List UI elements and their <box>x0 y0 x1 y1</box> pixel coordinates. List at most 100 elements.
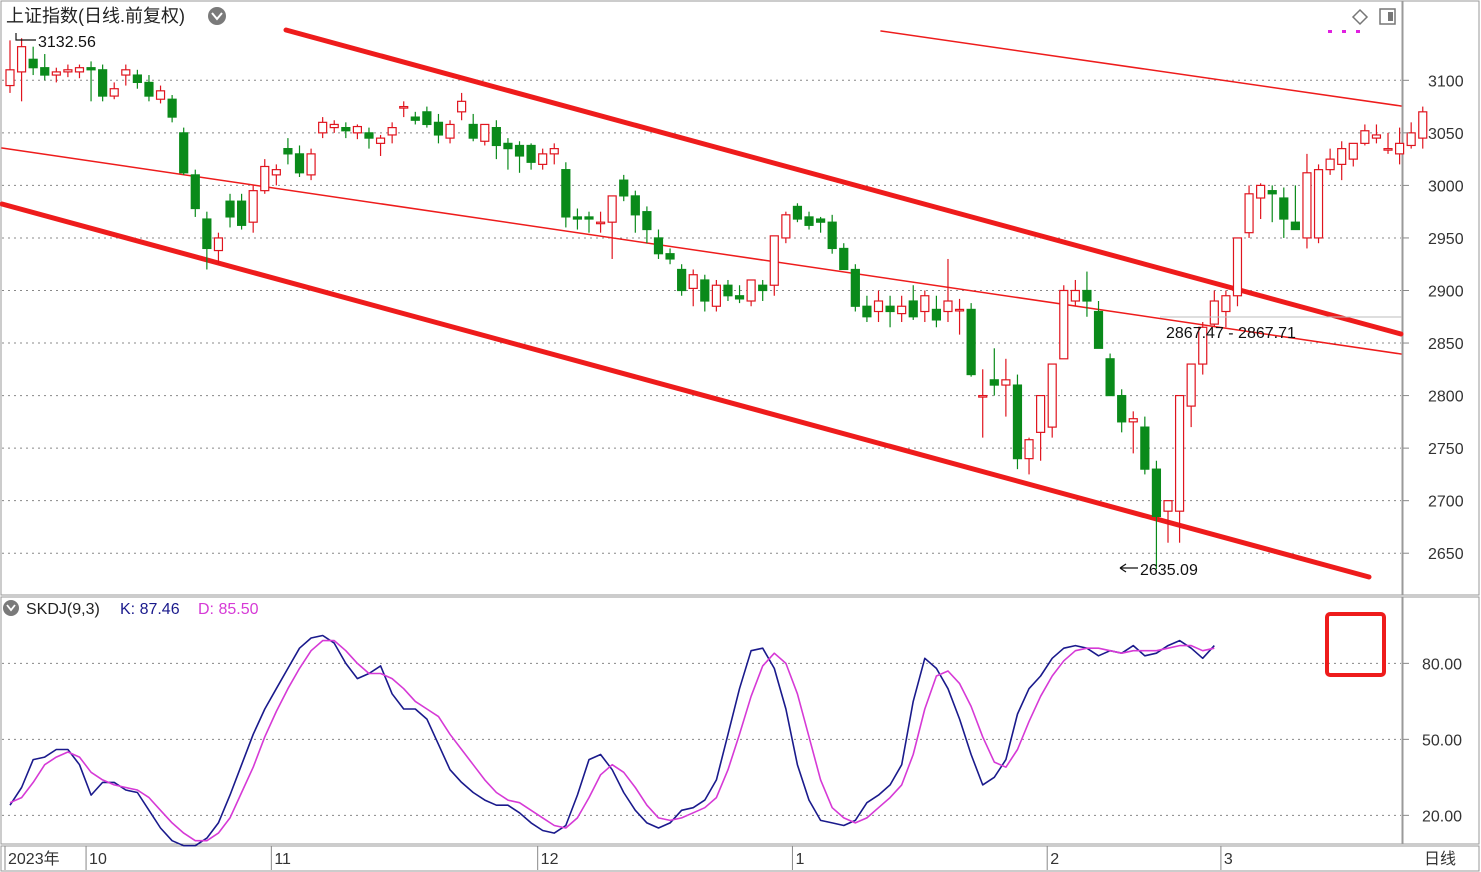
candle-body <box>1059 289 1069 360</box>
candle <box>1082 271 1092 317</box>
candle <box>40 54 50 81</box>
candle-body <box>190 174 200 210</box>
candle <box>63 64 73 78</box>
candle <box>804 211 814 230</box>
candle-body <box>1394 142 1405 155</box>
trend-line[interactable] <box>283 27 1404 337</box>
indicator-gridlines <box>2 662 1401 816</box>
candle-body <box>28 58 38 69</box>
date-axis-ticks: 2023年 10 11 12 1 2 3 <box>4 846 1233 870</box>
candle-body <box>1163 500 1173 512</box>
candle-body <box>375 137 386 144</box>
candle <box>213 232 224 265</box>
candle <box>1105 353 1115 397</box>
indicator-dropdown-icon[interactable] <box>3 600 19 616</box>
candle-body <box>595 221 606 225</box>
candle <box>873 290 884 323</box>
candle <box>179 127 189 175</box>
candle <box>364 127 374 149</box>
candle <box>1256 183 1266 220</box>
candle-body <box>850 268 860 307</box>
candle-body <box>1140 426 1150 470</box>
candle-body <box>237 200 247 226</box>
candle-body <box>1128 418 1138 423</box>
candle <box>1163 500 1173 543</box>
candle <box>839 243 849 271</box>
candle <box>711 279 721 312</box>
diamond-icon[interactable] <box>1351 8 1369 26</box>
title-dropdown-icon[interactable] <box>208 7 226 25</box>
candle-body <box>989 379 999 386</box>
candle <box>503 138 513 170</box>
candle <box>318 117 328 139</box>
candle-body <box>538 153 548 165</box>
candle <box>352 124 362 140</box>
candle-body <box>1290 221 1300 231</box>
candle <box>630 190 640 233</box>
candle <box>908 285 918 320</box>
price-axis-frame <box>1402 0 1480 596</box>
trend-lines[interactable] <box>0 27 1404 580</box>
candle <box>931 295 942 328</box>
dots-icon <box>1328 30 1360 33</box>
candle <box>329 120 339 133</box>
candle-body <box>1244 193 1254 234</box>
date-tick-label: 10 <box>89 851 107 868</box>
candle <box>109 82 119 100</box>
candle <box>457 92 467 121</box>
candle <box>1267 185 1277 223</box>
panel-toggle-icon[interactable] <box>1379 8 1396 25</box>
candle <box>734 285 745 304</box>
candle-body <box>665 253 675 260</box>
candle-body <box>1279 197 1289 220</box>
candle <box>677 264 687 296</box>
candle <box>954 298 965 335</box>
candle-body <box>144 81 154 97</box>
indicator-tick-label: 80.00 <box>1422 656 1462 673</box>
skdj-lines <box>9 634 1215 847</box>
candle <box>1360 124 1370 146</box>
candle-body <box>815 218 826 223</box>
candle-body <box>839 247 849 271</box>
candle <box>1221 290 1231 328</box>
candle <box>549 143 559 165</box>
candle <box>410 111 420 125</box>
price-tick-label: 3050 <box>1428 126 1464 143</box>
candle-body <box>630 195 640 216</box>
trend-line[interactable] <box>1 147 1402 355</box>
candle-body <box>155 90 166 100</box>
candle-body <box>167 98 177 118</box>
date-tick-label: 3 <box>1224 851 1233 868</box>
candle-body <box>1105 358 1115 397</box>
candle <box>642 206 652 244</box>
candle-body <box>132 74 142 84</box>
candle-body <box>769 235 779 286</box>
trend-line[interactable] <box>880 30 1402 107</box>
candle <box>294 145 305 177</box>
candle <box>897 295 907 323</box>
candle-body <box>1302 172 1312 239</box>
candle <box>1279 187 1289 238</box>
candle-body <box>792 205 803 220</box>
candle <box>98 64 108 102</box>
candle <box>653 229 664 259</box>
candle <box>248 185 258 233</box>
candle-body <box>1117 394 1127 423</box>
candle <box>781 211 791 244</box>
candle-body <box>908 300 918 318</box>
trend-line[interactable] <box>0 201 1372 580</box>
price-tick-label: 2900 <box>1428 283 1464 300</box>
candlestick-series <box>5 38 1428 569</box>
skdj-d-line <box>9 639 1215 842</box>
candle <box>758 279 768 301</box>
date-tick-label: 2023年 <box>8 850 60 868</box>
candle <box>1140 416 1150 475</box>
candle <box>5 40 15 93</box>
period-label[interactable]: 日线 <box>1424 850 1456 868</box>
candle-body <box>202 218 212 250</box>
candle-body <box>433 121 444 136</box>
candle <box>885 295 895 328</box>
candle-body <box>121 69 131 76</box>
candle <box>445 120 455 144</box>
candle <box>538 148 548 170</box>
